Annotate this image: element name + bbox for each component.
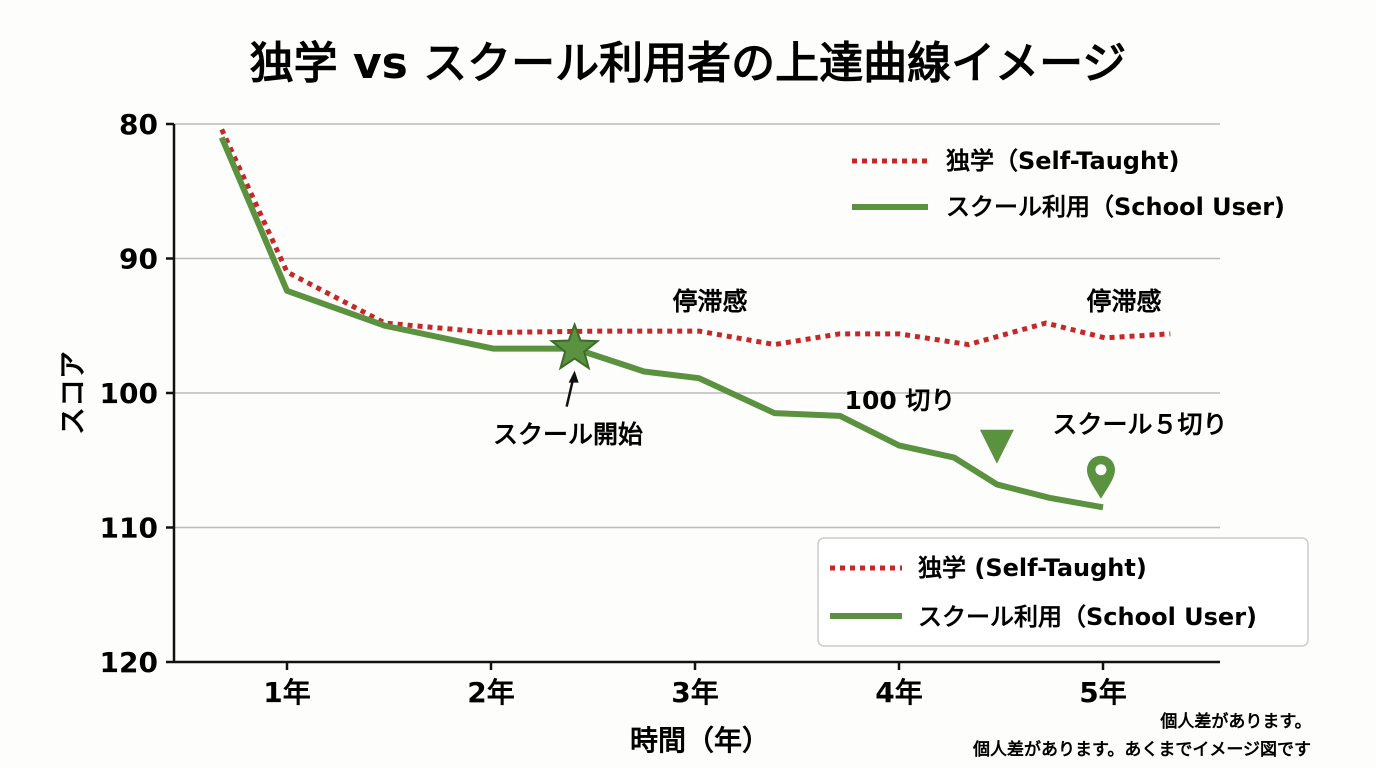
y-tick-label: 80 (119, 108, 158, 141)
note-1: 個人差があります。 (1159, 711, 1311, 732)
series-line-selftaught (219, 128, 1171, 348)
map-pin-icon (1086, 455, 1115, 499)
annotation-stagnation-1: 停滞感 (672, 287, 747, 316)
x-tick-label: 5年 (1079, 676, 1126, 709)
series-line-school (218, 136, 1104, 511)
triangle-down-icon (979, 429, 1014, 464)
y-tick-label: 120 (100, 646, 158, 679)
annotation-below-100: 100 切り (845, 386, 956, 415)
x-axis-label: 時間（年） (630, 724, 770, 757)
x-tick-label: 3年 (671, 676, 718, 709)
y-tick-label: 90 (119, 243, 158, 276)
arrow-head-icon (568, 370, 579, 383)
legend-top-selftaught: 独学（Self-Taught) (946, 147, 1180, 175)
legend-top-school: スクール利用（School User) (946, 193, 1285, 221)
legend-bottom: 独学 (Self-Taught) スクール利用（School User) (817, 537, 1309, 647)
legend-bottom-selftaught: 独学 (Self-Taught) (918, 554, 1147, 582)
x-tick-label: 2年 (467, 676, 514, 709)
chart-title: 独学 vs スクール利用者の上達曲線イメージ (250, 38, 1127, 89)
annotation-school-5: スクール５切り (1052, 410, 1227, 439)
y-tick-label: 100 (100, 377, 158, 410)
note-2: 個人差があります。あくまでイメージ図です (972, 739, 1311, 760)
legend-bottom-school: スクール利用（School User) (918, 603, 1257, 631)
annotation-school-start: スクール開始 (493, 420, 643, 449)
y-tick-label: 110 (100, 512, 158, 545)
star-marker-icon (549, 321, 601, 371)
legend-top: 独学（Self-Taught) スクール利用（School User) (852, 147, 1285, 221)
map-pin-hole (1095, 464, 1107, 476)
x-tick-label: 1年 (263, 676, 310, 709)
annotation-stagnation-2: 停滞感 (1086, 287, 1161, 316)
y-axis-label: スコア (56, 351, 89, 435)
x-tick-label: 4年 (875, 676, 922, 709)
